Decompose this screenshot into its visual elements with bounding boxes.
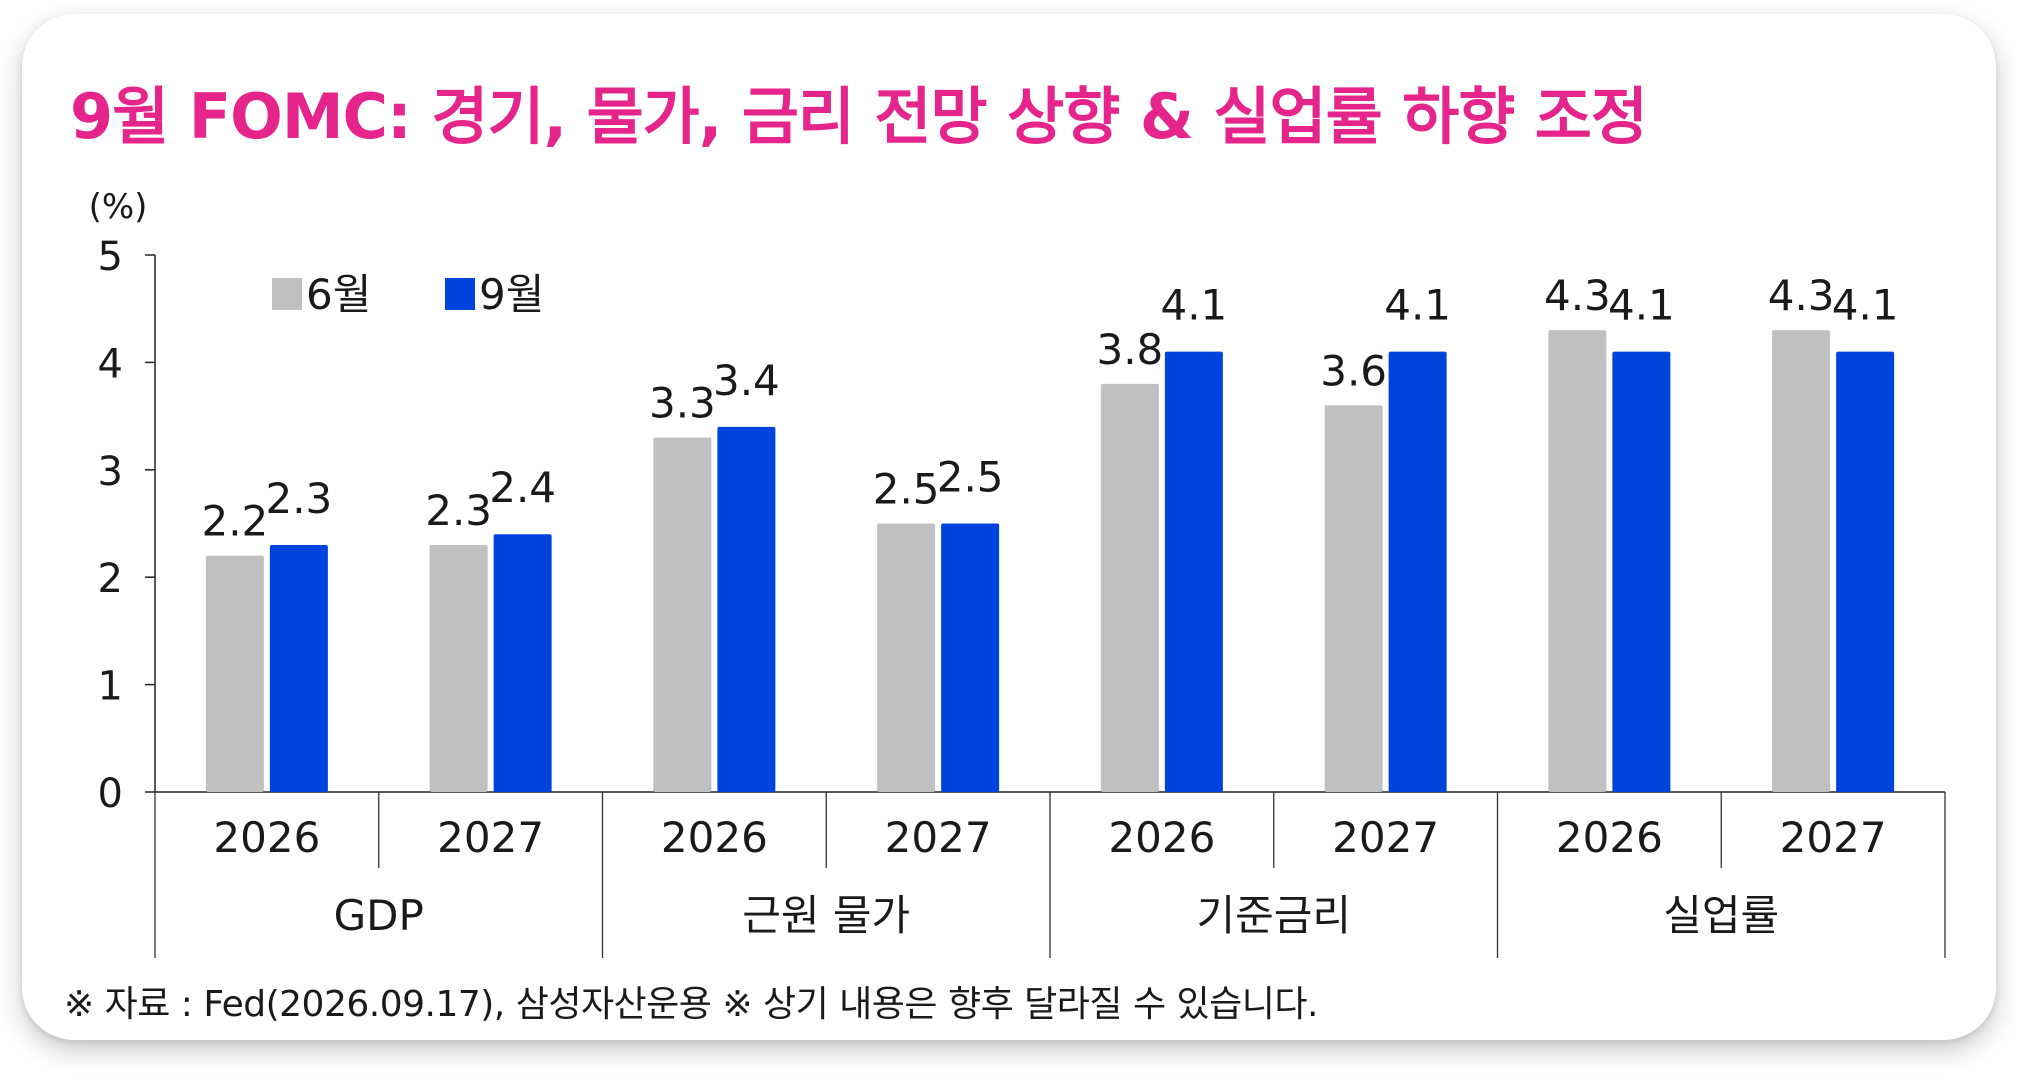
bar: [1612, 351, 1671, 792]
data-label: 3.4: [713, 356, 780, 405]
x-tick-label: 2027: [1332, 813, 1439, 862]
group-label: 근원 물가: [742, 891, 910, 940]
y-tick-label: 4: [98, 341, 123, 387]
x-tick-label: 2026: [213, 813, 320, 862]
bar: [1324, 405, 1383, 792]
bar: [717, 426, 776, 792]
data-label: 2.4: [489, 463, 556, 512]
data-label: 4.1: [1832, 281, 1899, 330]
source-note: ※ 자료 : Fed(2026.09.17), 삼성자산운용 ※ 상기 내용은 …: [64, 984, 1318, 1025]
bar: [653, 437, 712, 792]
group-label: 기준금리: [1196, 891, 1351, 940]
x-tick-label: 2027: [1780, 813, 1887, 862]
y-tick-label: 2: [98, 556, 123, 602]
data-label: 3.8: [1096, 325, 1163, 374]
y-tick-label: 5: [98, 234, 123, 280]
legend-swatch: [445, 278, 475, 310]
bar: [1548, 330, 1607, 792]
y-unit-label: (%): [89, 187, 148, 227]
bar: [877, 523, 936, 792]
group-label: 실업률: [1663, 891, 1779, 940]
data-label: 4.3: [1768, 271, 1835, 320]
data-label: 4.1: [1160, 281, 1227, 330]
data-label: 2.5: [937, 453, 1004, 502]
chart-title: 9월 FOMC: 경기, 물가, 금리 전망 상향 & 실업률 하향 조정: [70, 80, 1648, 153]
y-tick-label: 0: [98, 771, 123, 817]
y-tick-label: 3: [98, 449, 123, 495]
data-label: 4.1: [1608, 281, 1675, 330]
group-label: GDP: [334, 891, 424, 940]
legend-swatch: [272, 278, 302, 310]
data-label: 2.2: [201, 497, 268, 546]
data-label: 3.6: [1320, 346, 1387, 395]
data-label: 2.3: [425, 486, 492, 535]
data-label: 4.3: [1544, 271, 1611, 320]
data-label: 3.3: [649, 379, 716, 428]
bar: [269, 544, 328, 792]
bar: [205, 555, 264, 792]
y-tick-label: 1: [98, 664, 123, 710]
x-tick-label: 2026: [1556, 813, 1663, 862]
data-label: 2.3: [265, 474, 332, 523]
x-tick-label: 2027: [437, 813, 544, 862]
bar: [1836, 351, 1895, 792]
data-label: 4.1: [1384, 281, 1451, 330]
data-label: 2.5: [873, 465, 940, 514]
bar: [1772, 330, 1831, 792]
legend-label: 9월: [479, 270, 544, 319]
bar: [1100, 383, 1159, 792]
bar: [429, 544, 488, 792]
legend-label: 6월: [306, 270, 371, 319]
bar: [1388, 351, 1447, 792]
x-tick-label: 2026: [661, 813, 768, 862]
bar: [1164, 351, 1223, 792]
bar: [941, 523, 1000, 792]
bar: [493, 534, 552, 792]
x-tick-label: 2027: [885, 813, 992, 862]
x-tick-label: 2026: [1108, 813, 1215, 862]
